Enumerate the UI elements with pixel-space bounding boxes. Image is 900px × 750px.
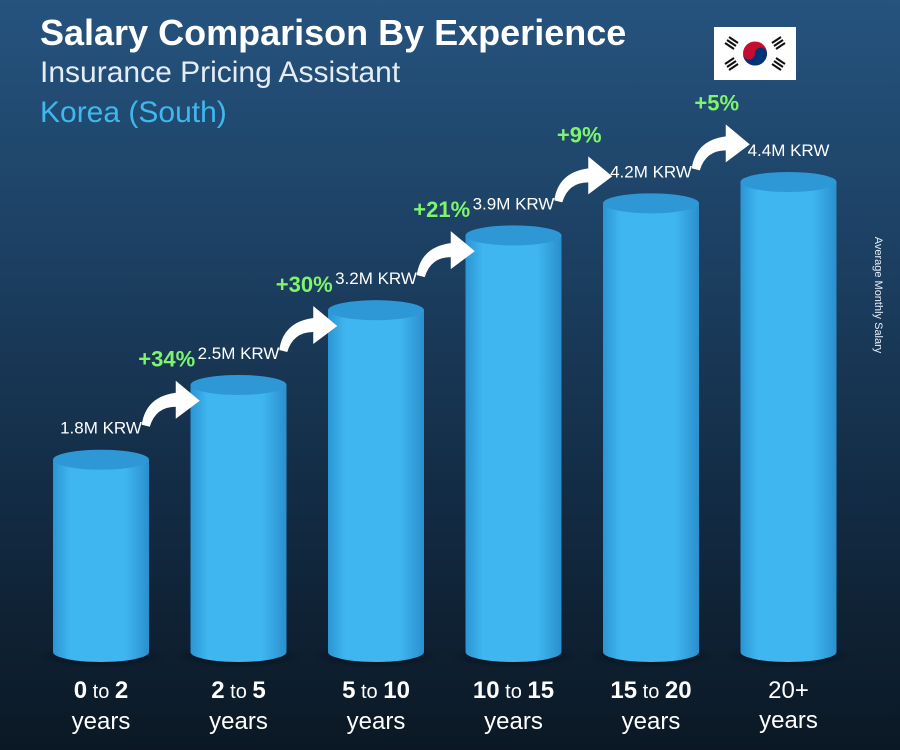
- value-label: 1.8M KRW: [60, 419, 142, 438]
- bar-body: [53, 459, 149, 662]
- bar-body: [465, 235, 562, 663]
- chart-title: Salary Comparison By Experience: [40, 12, 627, 53]
- bar-2: [172, 374, 305, 668]
- bar-1: [35, 449, 167, 668]
- increase-arrow-icon: [691, 124, 750, 171]
- x-tick-label: 2 to 5 years: [209, 677, 268, 735]
- bar-top: [53, 449, 149, 470]
- increase-label: +30%: [276, 272, 333, 297]
- value-label: 4.4M KRW: [748, 141, 830, 160]
- x-tick-label: 5 to 10 years: [342, 677, 410, 735]
- value-label: 4.2M KRW: [610, 162, 692, 181]
- x-tick-label: 0 to 2 years: [71, 677, 131, 735]
- increase-label: +5%: [694, 90, 739, 115]
- increase-arrow-icon: [416, 231, 475, 278]
- bar-4: [447, 225, 580, 668]
- chart-subtitle: Insurance Pricing Assistant: [40, 56, 401, 89]
- value-label: 3.9M KRW: [473, 194, 555, 213]
- bar-3: [310, 300, 442, 668]
- bar-top: [740, 172, 837, 192]
- chart-location: Korea (South): [40, 96, 227, 129]
- bar-top: [603, 193, 699, 214]
- bar-5: [585, 193, 717, 668]
- bar-top: [465, 225, 562, 246]
- increase-arrow-icon: [279, 305, 338, 352]
- bar-body: [190, 384, 287, 663]
- increase-arrow-icon: [141, 380, 200, 427]
- x-tick-label: 10 to 15 years: [472, 677, 555, 735]
- value-label: 3.2M KRW: [335, 269, 417, 288]
- increase-label: +34%: [138, 347, 195, 372]
- value-label: 2.5M KRW: [198, 344, 280, 363]
- bar-body: [328, 310, 424, 662]
- bar-body: [603, 203, 699, 662]
- increase-arrow-icon: [554, 156, 613, 203]
- x-tick-label: 20+ years: [759, 677, 818, 734]
- x-tick-label: 15 to 20 years: [610, 677, 692, 735]
- south-korea-flag-icon: [714, 27, 796, 80]
- bar-top: [328, 300, 424, 321]
- increase-label: +9%: [557, 122, 602, 147]
- bar-top: [190, 374, 287, 395]
- bar-body: [740, 182, 837, 663]
- increase-label: +21%: [413, 197, 470, 222]
- bar-6: [722, 172, 855, 668]
